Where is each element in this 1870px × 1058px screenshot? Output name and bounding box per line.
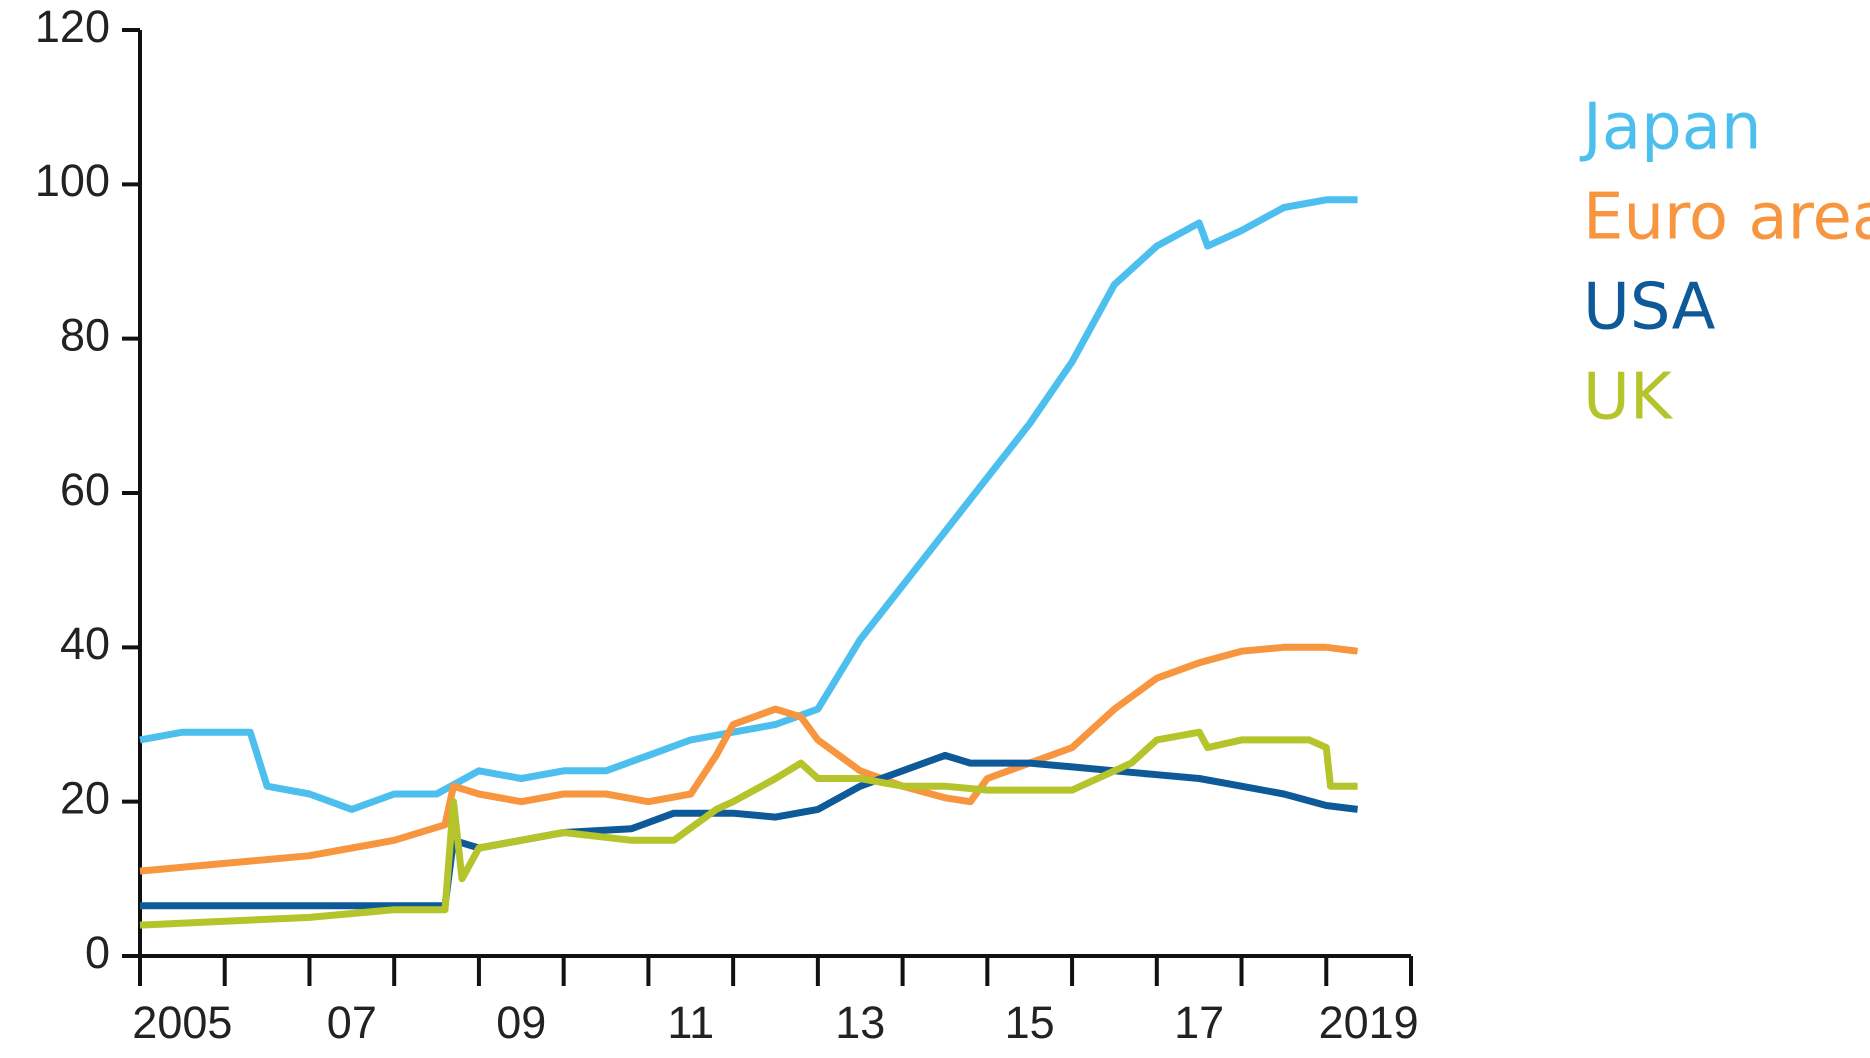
series-line bbox=[139, 728, 1358, 929]
y-tick-label: 40 bbox=[60, 618, 110, 669]
x-tick-label: 17 bbox=[1174, 997, 1224, 1048]
y-tick-label: 20 bbox=[60, 773, 110, 824]
y-tick-label: 60 bbox=[60, 464, 110, 515]
series-line bbox=[139, 643, 1359, 875]
x-tick-label: 15 bbox=[1005, 997, 1055, 1048]
series-line bbox=[140, 751, 1359, 910]
legend-entry: UK bbox=[1583, 361, 1674, 435]
x-tick-label: 13 bbox=[835, 997, 885, 1048]
x-tick-label: 07 bbox=[327, 997, 377, 1048]
y-tick-label: 100 bbox=[35, 155, 110, 206]
y-tick-label: 0 bbox=[85, 927, 110, 978]
y-tick-label: 120 bbox=[35, 1, 110, 52]
x-tick-label: 2019 bbox=[1319, 997, 1419, 1048]
legend-entry: USA bbox=[1583, 271, 1716, 345]
y-tick-label: 80 bbox=[60, 310, 110, 361]
legend-entry: Japan bbox=[1579, 91, 1762, 165]
x-tick-label: 09 bbox=[496, 997, 546, 1048]
x-tick-label: 2005 bbox=[132, 997, 232, 1048]
series-line bbox=[139, 196, 1358, 813]
legend-entry: Euro area bbox=[1583, 181, 1870, 255]
x-tick-label: 11 bbox=[667, 997, 714, 1048]
